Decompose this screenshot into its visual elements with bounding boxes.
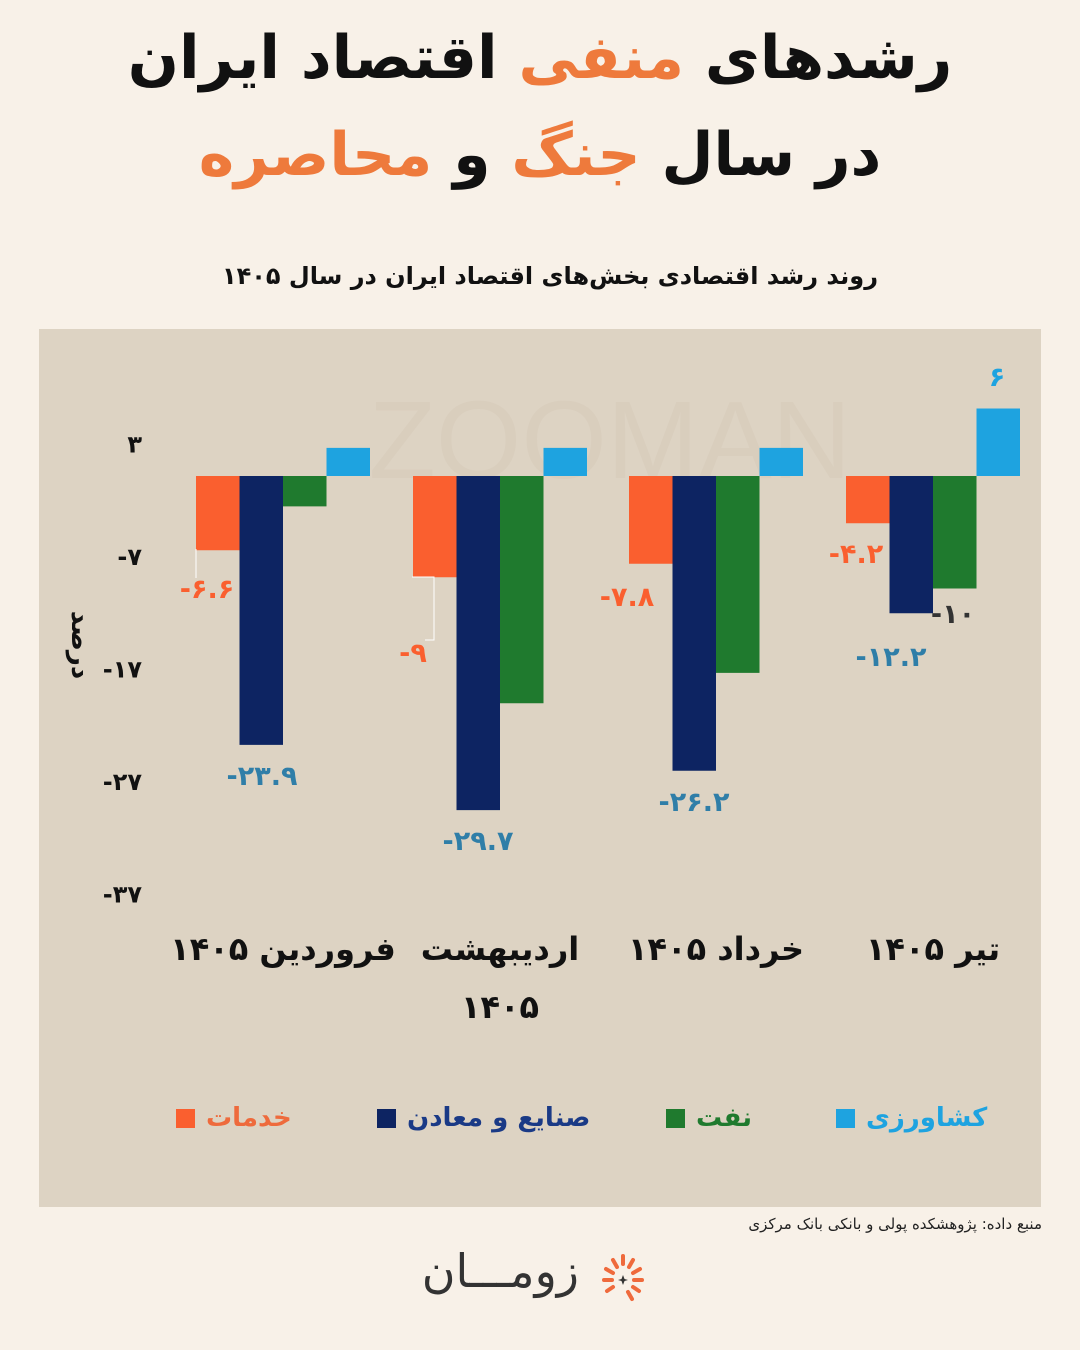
leader-line-services-2 [412,576,435,641]
title-line-2-part-a: در سال [640,120,882,190]
title-line-1: رشدهای منفی اقتصاد ایران [0,28,1080,88]
data-label-oil-4: -۱۰ [931,599,975,630]
x-category-label-1: فروردین ۱۴۰۵ [170,930,396,968]
bar-oil-4 [933,476,977,589]
data-label-industry-4: -۱۲.۲ [856,642,927,673]
bar-industry-mining-2 [456,476,500,811]
bar-agriculture-1 [326,447,370,476]
y-tick-label: -۱۷ [103,655,143,683]
x-category-label-2: اردیبهشت ۱۴۰۵ [421,930,579,1026]
legend-swatch-agriculture [836,1109,855,1128]
title-accent-war: جنگ [511,120,641,190]
data-label-services-1: -۶.۶ [180,574,234,605]
title-line-1-part-b: اقتصاد ایران [127,23,519,93]
legend-label-oil: نفت [696,1103,752,1133]
x-category-label-4: تیر ۱۴۰۵ [866,930,1000,968]
y-axis-title: درصد [65,611,95,679]
bar-industry-mining-3 [672,476,716,771]
title-line-2-part-b: و [432,120,512,190]
bar-oil-3 [716,476,760,673]
title-line-1-part-a: رشدهای [684,23,953,93]
bar-agriculture-4 [976,408,1020,476]
legend-swatch-industry-mining [377,1109,396,1128]
title-accent-siege: محاصره [198,120,433,190]
bar-agriculture-2 [543,447,587,476]
legend-label-industry-mining: صنایع و معادن [407,1103,590,1133]
x-category-label-3: خرداد ۱۴۰۵ [628,930,804,968]
y-tick-label: -۷ [117,543,142,571]
chart-subtitle: روند رشد اقتصادی بخش‌های اقتصاد ایران در… [221,262,879,290]
data-label-services-3: -۷.۸ [600,582,655,613]
data-label-industry-1: -۲۳.۹ [227,761,298,792]
zooman-logo-text: زومـــان [421,1244,579,1298]
bar-agriculture-3 [759,447,803,476]
legend-label-services: خدمات [206,1103,292,1133]
title-accent-negative: منفی [518,23,685,93]
data-label-agriculture-4: ۶ [989,362,1005,393]
y-tick-label: -۲۷ [103,768,143,796]
title-line-2: در سال جنگ و محاصره [0,125,1080,185]
bar-industry-mining-1 [239,476,283,745]
legend-swatch-services [176,1109,195,1128]
legend-label-agriculture: کشاورزی [866,1103,988,1133]
sunburst-logo-icon [602,1254,644,1301]
legend-swatch-oil [666,1109,685,1128]
bar-oil-2 [500,476,544,704]
data-source-note: منبع داده: پژوهشکده پولی و بانکی بانک مر… [748,1215,1042,1233]
zooman-logo: زومـــان [415,1244,665,1316]
data-label-industry-2: -۲۹.۷ [443,826,514,857]
bar-services-4 [846,476,890,524]
bar-services-3 [629,476,673,564]
bar-industry-mining-4 [889,476,933,614]
y-tick-label: -۳۷ [103,880,143,908]
data-label-services-4: -۴.۲ [829,539,884,570]
chart-panel [39,329,1041,1207]
bar-oil-1 [283,476,327,507]
y-tick-label: ۳ [127,430,142,458]
bar-services-1 [196,476,240,551]
data-label-industry-3: -۲۶.۲ [659,787,730,818]
data-label-services-2: -۹ [399,638,427,669]
bar-services-2 [413,476,457,578]
